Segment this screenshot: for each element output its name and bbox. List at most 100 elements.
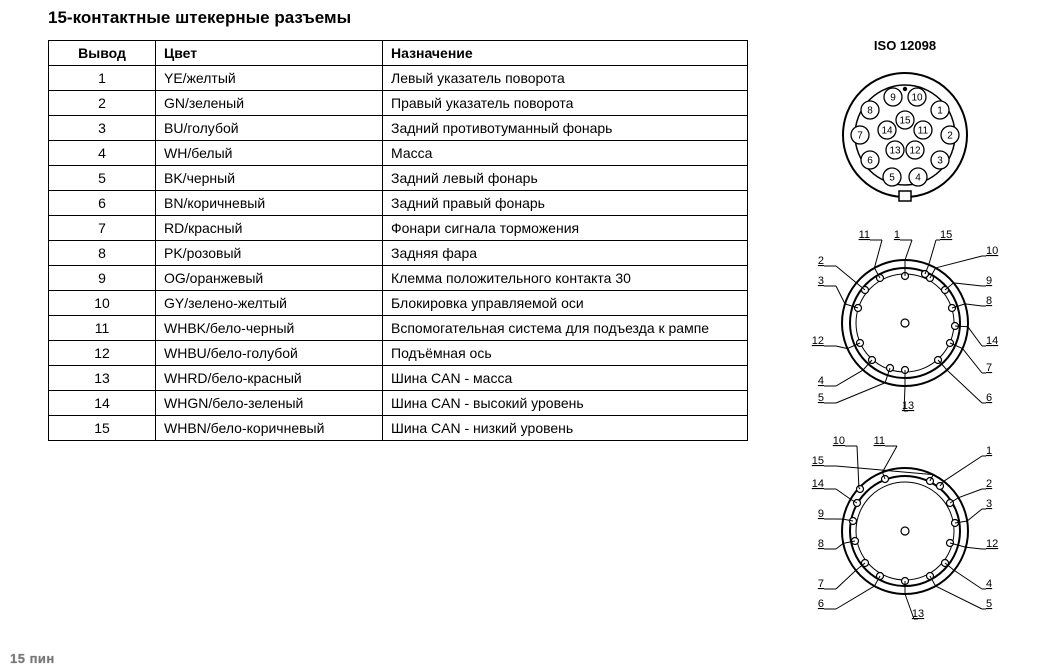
footer-badge: 15 пин [10, 651, 55, 666]
cell-function: Фонари сигнала торможения [383, 216, 748, 241]
cell-function: Задний противотуманный фонарь [383, 116, 748, 141]
svg-text:13: 13 [902, 400, 914, 412]
pinout-table: Вывод Цвет Назначение 1YE/желтыйЛевый ук… [48, 40, 748, 441]
svg-text:15: 15 [812, 455, 824, 467]
cell-pin: 10 [49, 291, 156, 316]
cell-function: Шина CAN - масса [383, 366, 748, 391]
svg-text:8: 8 [818, 538, 824, 550]
svg-text:14: 14 [812, 478, 824, 490]
col-header-func: Назначение [383, 41, 748, 66]
svg-text:9: 9 [986, 275, 992, 287]
table-row: 5BK/черныйЗадний левый фонарь [49, 166, 748, 191]
cell-pin: 8 [49, 241, 156, 266]
cell-pin: 3 [49, 116, 156, 141]
svg-text:8: 8 [986, 295, 992, 307]
cell-function: Шина CAN - низкий уровень [383, 416, 748, 441]
cell-color: BU/голубой [156, 116, 383, 141]
svg-text:11: 11 [918, 126, 929, 137]
diagram-area: ISO 12098 123456789101112131415 12345678… [790, 38, 1020, 631]
cell-color: WH/белый [156, 141, 383, 166]
cell-function: Задний левый фонарь [383, 166, 748, 191]
svg-text:11: 11 [874, 435, 885, 447]
connector-diagram-1: 123456789101112131415 [790, 55, 1020, 220]
svg-text:5: 5 [818, 392, 824, 404]
cell-color: WHBN/бело-коричневый [156, 416, 383, 441]
cell-color: WHBK/бело-черный [156, 316, 383, 341]
table-row: 13WHRD/бело-красныйШина CAN - масса [49, 366, 748, 391]
cell-pin: 13 [49, 366, 156, 391]
table-row: 12WHBU/бело-голубойПодъёмная ось [49, 341, 748, 366]
svg-text:12: 12 [986, 538, 998, 550]
svg-text:6: 6 [818, 598, 824, 610]
svg-text:10: 10 [911, 93, 923, 104]
table-row: 6BN/коричневыйЗадний правый фонарь [49, 191, 748, 216]
table-row: 7RD/красныйФонари сигнала торможения [49, 216, 748, 241]
svg-text:3: 3 [818, 275, 824, 287]
table-row: 11WHBK/бело-черныйВспомогательная систем… [49, 316, 748, 341]
cell-pin: 1 [49, 66, 156, 91]
svg-text:1: 1 [986, 445, 992, 457]
svg-text:6: 6 [867, 156, 873, 167]
svg-text:4: 4 [818, 375, 824, 387]
table-row: 1YE/желтыйЛевый указатель поворота [49, 66, 748, 91]
cell-pin: 9 [49, 266, 156, 291]
svg-text:7: 7 [818, 578, 824, 590]
table-row: 14WHGN/бело-зеленыйШина CAN - высокий ур… [49, 391, 748, 416]
cell-function: Задняя фара [383, 241, 748, 266]
cell-pin: 7 [49, 216, 156, 241]
connector-diagram-2: 123456789101112131415 [790, 228, 1020, 423]
svg-text:3: 3 [937, 156, 943, 167]
svg-text:1: 1 [937, 106, 943, 117]
svg-text:1: 1 [894, 229, 900, 241]
svg-text:2: 2 [947, 131, 953, 142]
svg-text:12: 12 [909, 146, 921, 157]
svg-text:2: 2 [818, 255, 824, 267]
svg-text:2: 2 [986, 478, 992, 490]
cell-function: Шина CAN - высокий уровень [383, 391, 748, 416]
col-header-color: Цвет [156, 41, 383, 66]
col-header-pin: Вывод [49, 41, 156, 66]
svg-text:7: 7 [986, 362, 992, 374]
cell-function: Блокировка управляемой оси [383, 291, 748, 316]
cell-function: Подъёмная ось [383, 341, 748, 366]
page-heading: 15-контактные штекерные разъемы [48, 8, 351, 28]
cell-function: Правый указатель поворота [383, 91, 748, 116]
svg-text:13: 13 [889, 146, 901, 157]
svg-text:3: 3 [986, 498, 992, 510]
table-header-row: Вывод Цвет Назначение [49, 41, 748, 66]
cell-color: BK/черный [156, 166, 383, 191]
svg-text:10: 10 [986, 245, 998, 257]
cell-pin: 14 [49, 391, 156, 416]
cell-function: Вспомогательная система для подъезда к р… [383, 316, 748, 341]
cell-color: WHGN/бело-зеленый [156, 391, 383, 416]
svg-text:12: 12 [812, 335, 824, 347]
cell-function: Клемма положительного контакта 30 [383, 266, 748, 291]
cell-function: Масса [383, 141, 748, 166]
svg-text:5: 5 [986, 598, 992, 610]
svg-text:10: 10 [833, 435, 845, 447]
iso-label: ISO 12098 [790, 38, 1020, 53]
table-row: 9OG/оранжевыйКлемма положительного конта… [49, 266, 748, 291]
svg-text:14: 14 [986, 335, 998, 347]
svg-text:11: 11 [859, 229, 870, 241]
svg-text:14: 14 [881, 126, 893, 137]
cell-color: GN/зеленый [156, 91, 383, 116]
table-row: 4WH/белыйМасса [49, 141, 748, 166]
table-row: 3BU/голубойЗадний противотуманный фонарь [49, 116, 748, 141]
cell-function: Задний правый фонарь [383, 191, 748, 216]
cell-pin: 12 [49, 341, 156, 366]
svg-text:15: 15 [940, 229, 952, 241]
cell-pin: 6 [49, 191, 156, 216]
cell-color: PK/розовый [156, 241, 383, 266]
table-row: 8PK/розовыйЗадняя фара [49, 241, 748, 266]
svg-text:9: 9 [890, 93, 896, 104]
cell-function: Левый указатель поворота [383, 66, 748, 91]
connector-diagram-3: 123456789101112131415 [790, 431, 1020, 631]
svg-text:6: 6 [986, 392, 992, 404]
table-row: 2GN/зеленыйПравый указатель поворота [49, 91, 748, 116]
cell-color: WHRD/бело-красный [156, 366, 383, 391]
table-row: 15WHBN/бело-коричневыйШина CAN - низкий … [49, 416, 748, 441]
cell-color: RD/красный [156, 216, 383, 241]
svg-text:15: 15 [899, 116, 911, 127]
svg-text:4: 4 [986, 578, 992, 590]
